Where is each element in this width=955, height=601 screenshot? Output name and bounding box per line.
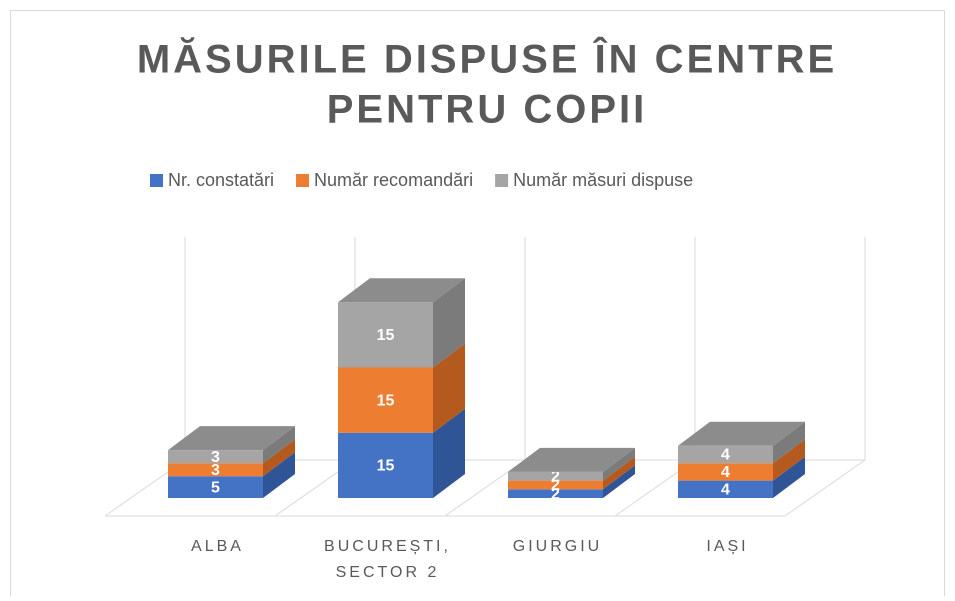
- bar: [508, 480, 603, 490]
- bar-side: [433, 408, 465, 498]
- bar-top: [168, 426, 295, 451]
- chart-title: PENTRU COPII: [327, 88, 647, 132]
- bar-side: [773, 456, 805, 498]
- bar-side: [603, 447, 635, 481]
- bar-side: [603, 465, 635, 498]
- value-label: 2: [551, 468, 560, 485]
- bar: [508, 489, 603, 498]
- bar: [508, 471, 603, 481]
- bar-side: [263, 426, 295, 464]
- bar-top: [338, 278, 465, 303]
- legend-label: Număr măsuri dispuse: [513, 170, 693, 190]
- legend-swatch: [495, 174, 509, 187]
- bar-side: [263, 439, 295, 477]
- bar: [338, 367, 433, 433]
- value-label: 4: [721, 447, 730, 464]
- bar: [168, 476, 263, 498]
- x-tick-label: GIURGIU: [513, 538, 602, 555]
- value-label: 15: [377, 327, 395, 344]
- value-label: 15: [377, 392, 395, 409]
- value-label: 4: [721, 482, 730, 499]
- bar: [338, 302, 433, 368]
- bar-top: [508, 447, 635, 472]
- chart-border: [10, 10, 945, 601]
- value-label: 5: [211, 479, 220, 496]
- value-label: 3: [211, 462, 220, 479]
- value-label: 15: [377, 458, 395, 475]
- x-tick-label: IAȘI: [706, 538, 748, 555]
- x-tick-label: ALBA: [191, 538, 244, 555]
- legend-swatch: [150, 174, 163, 187]
- chart-title: MĂSURILE DISPUSE ÎN CENTRE: [137, 36, 837, 82]
- value-label: 2: [551, 477, 560, 494]
- grid-line: [784, 459, 866, 517]
- legend-label: Număr recomandări: [314, 170, 473, 190]
- bar: [338, 432, 433, 498]
- bar-side: [603, 456, 635, 490]
- bar: [678, 480, 773, 498]
- legend-swatch: [296, 174, 310, 187]
- value-label: 2: [551, 486, 560, 503]
- value-label: 4: [721, 464, 730, 481]
- bar-side: [773, 421, 805, 464]
- legend-label: Nr. constatări: [168, 170, 274, 190]
- bar-side: [773, 439, 805, 481]
- bar-side: [263, 452, 295, 498]
- value-label: 3: [211, 449, 220, 466]
- bar: [168, 450, 263, 464]
- x-tick-label: SECTOR 2: [336, 564, 440, 581]
- bar: [678, 463, 773, 481]
- bar-top: [678, 421, 805, 446]
- bar-side: [433, 343, 465, 433]
- x-tick-label: BUCUREȘTI,: [324, 538, 451, 555]
- bar-side: [433, 278, 465, 368]
- bar: [168, 463, 263, 477]
- bar: [678, 445, 773, 464]
